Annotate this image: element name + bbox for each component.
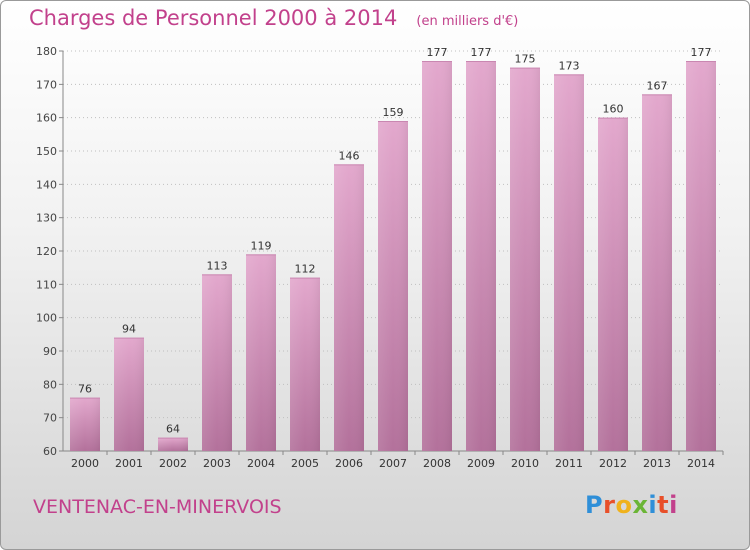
data-label: 167 bbox=[647, 79, 668, 92]
bar-shine bbox=[290, 277, 320, 451]
bar-shine bbox=[158, 437, 188, 451]
bar-shine bbox=[70, 397, 100, 451]
x-tick-label: 2011 bbox=[555, 457, 583, 470]
bar-shine bbox=[598, 117, 628, 452]
y-tick-label: 140 bbox=[36, 178, 57, 191]
logo-letter: o bbox=[615, 491, 633, 519]
x-tick-label: 2013 bbox=[643, 457, 671, 470]
bar-shine bbox=[246, 254, 276, 451]
proxiti-logo: Proxiti bbox=[585, 491, 678, 519]
logo-letter: i bbox=[648, 491, 658, 519]
x-tick-label: 2002 bbox=[159, 457, 187, 470]
y-tick-label: 60 bbox=[43, 445, 57, 458]
bar-shine bbox=[378, 121, 408, 451]
bar-shine bbox=[466, 61, 496, 451]
data-label: 159 bbox=[383, 106, 404, 119]
y-tick-label: 160 bbox=[36, 112, 57, 125]
data-label: 177 bbox=[471, 46, 492, 59]
bars bbox=[70, 61, 716, 452]
y-tick-label: 170 bbox=[36, 78, 57, 91]
commune-name: VENTENAC-EN-MINERVOIS bbox=[33, 496, 282, 518]
x-tick-label: 2004 bbox=[247, 457, 275, 470]
chart-title: Charges de Personnel 2000 à 2014 bbox=[29, 6, 398, 30]
bar-shine bbox=[334, 164, 364, 452]
y-tick-label: 90 bbox=[43, 345, 57, 358]
bar-shine bbox=[114, 337, 144, 451]
x-tick-label: 2008 bbox=[423, 457, 451, 470]
data-label: 76 bbox=[78, 383, 92, 396]
bar-shine bbox=[422, 61, 452, 451]
data-label: 177 bbox=[427, 46, 448, 59]
y-tick-label: 120 bbox=[36, 245, 57, 258]
x-tick-label: 2010 bbox=[511, 457, 539, 470]
bar-shine bbox=[554, 74, 584, 451]
data-label: 112 bbox=[295, 263, 316, 276]
x-tick-label: 2007 bbox=[379, 457, 407, 470]
data-label: 173 bbox=[559, 59, 580, 72]
data-label: 177 bbox=[691, 46, 712, 59]
x-tick-label: 2014 bbox=[687, 457, 715, 470]
chart-unit-note: (en milliers d'€) bbox=[416, 14, 519, 29]
chart-title-block: Charges de Personnel 2000 à 2014 (en mil… bbox=[29, 6, 518, 30]
data-labels: 76 94 64 113 119 112 146 159 177 177 175 173 160 167 1… bbox=[78, 46, 712, 436]
y-tick-label: 150 bbox=[36, 145, 57, 158]
bar-shine bbox=[686, 61, 716, 451]
data-label: 160 bbox=[603, 103, 624, 116]
x-tick-label: 2003 bbox=[203, 457, 231, 470]
logo-letter: i bbox=[669, 491, 678, 519]
bar-shine bbox=[202, 274, 232, 451]
y-tick-label: 180 bbox=[36, 45, 57, 58]
x-tick-label: 2009 bbox=[467, 457, 495, 470]
logo-letter: r bbox=[603, 491, 616, 519]
data-label: 146 bbox=[339, 149, 360, 162]
y-tick-label: 100 bbox=[36, 312, 57, 325]
data-label: 64 bbox=[166, 423, 180, 436]
data-label: 175 bbox=[515, 53, 536, 66]
y-tick-label: 110 bbox=[36, 278, 57, 291]
x-tick-label: 2005 bbox=[291, 457, 319, 470]
x-tick-label: 2012 bbox=[599, 457, 627, 470]
logo-letter: t bbox=[657, 491, 670, 519]
y-tick-label: 70 bbox=[43, 412, 57, 425]
data-label: 113 bbox=[207, 259, 228, 272]
data-label: 119 bbox=[251, 239, 272, 252]
bar-shine bbox=[510, 67, 540, 452]
x-tick-label: 2001 bbox=[115, 457, 143, 470]
y-tick-label: 130 bbox=[36, 212, 57, 225]
logo-letter: x bbox=[632, 491, 649, 519]
x-tick-label: 2006 bbox=[335, 457, 363, 470]
data-label: 94 bbox=[122, 323, 136, 336]
logo-letter: P bbox=[585, 491, 604, 519]
y-tick-label: 80 bbox=[43, 378, 57, 391]
x-tick-label: 2000 bbox=[71, 457, 99, 470]
bar-shine bbox=[642, 94, 672, 451]
